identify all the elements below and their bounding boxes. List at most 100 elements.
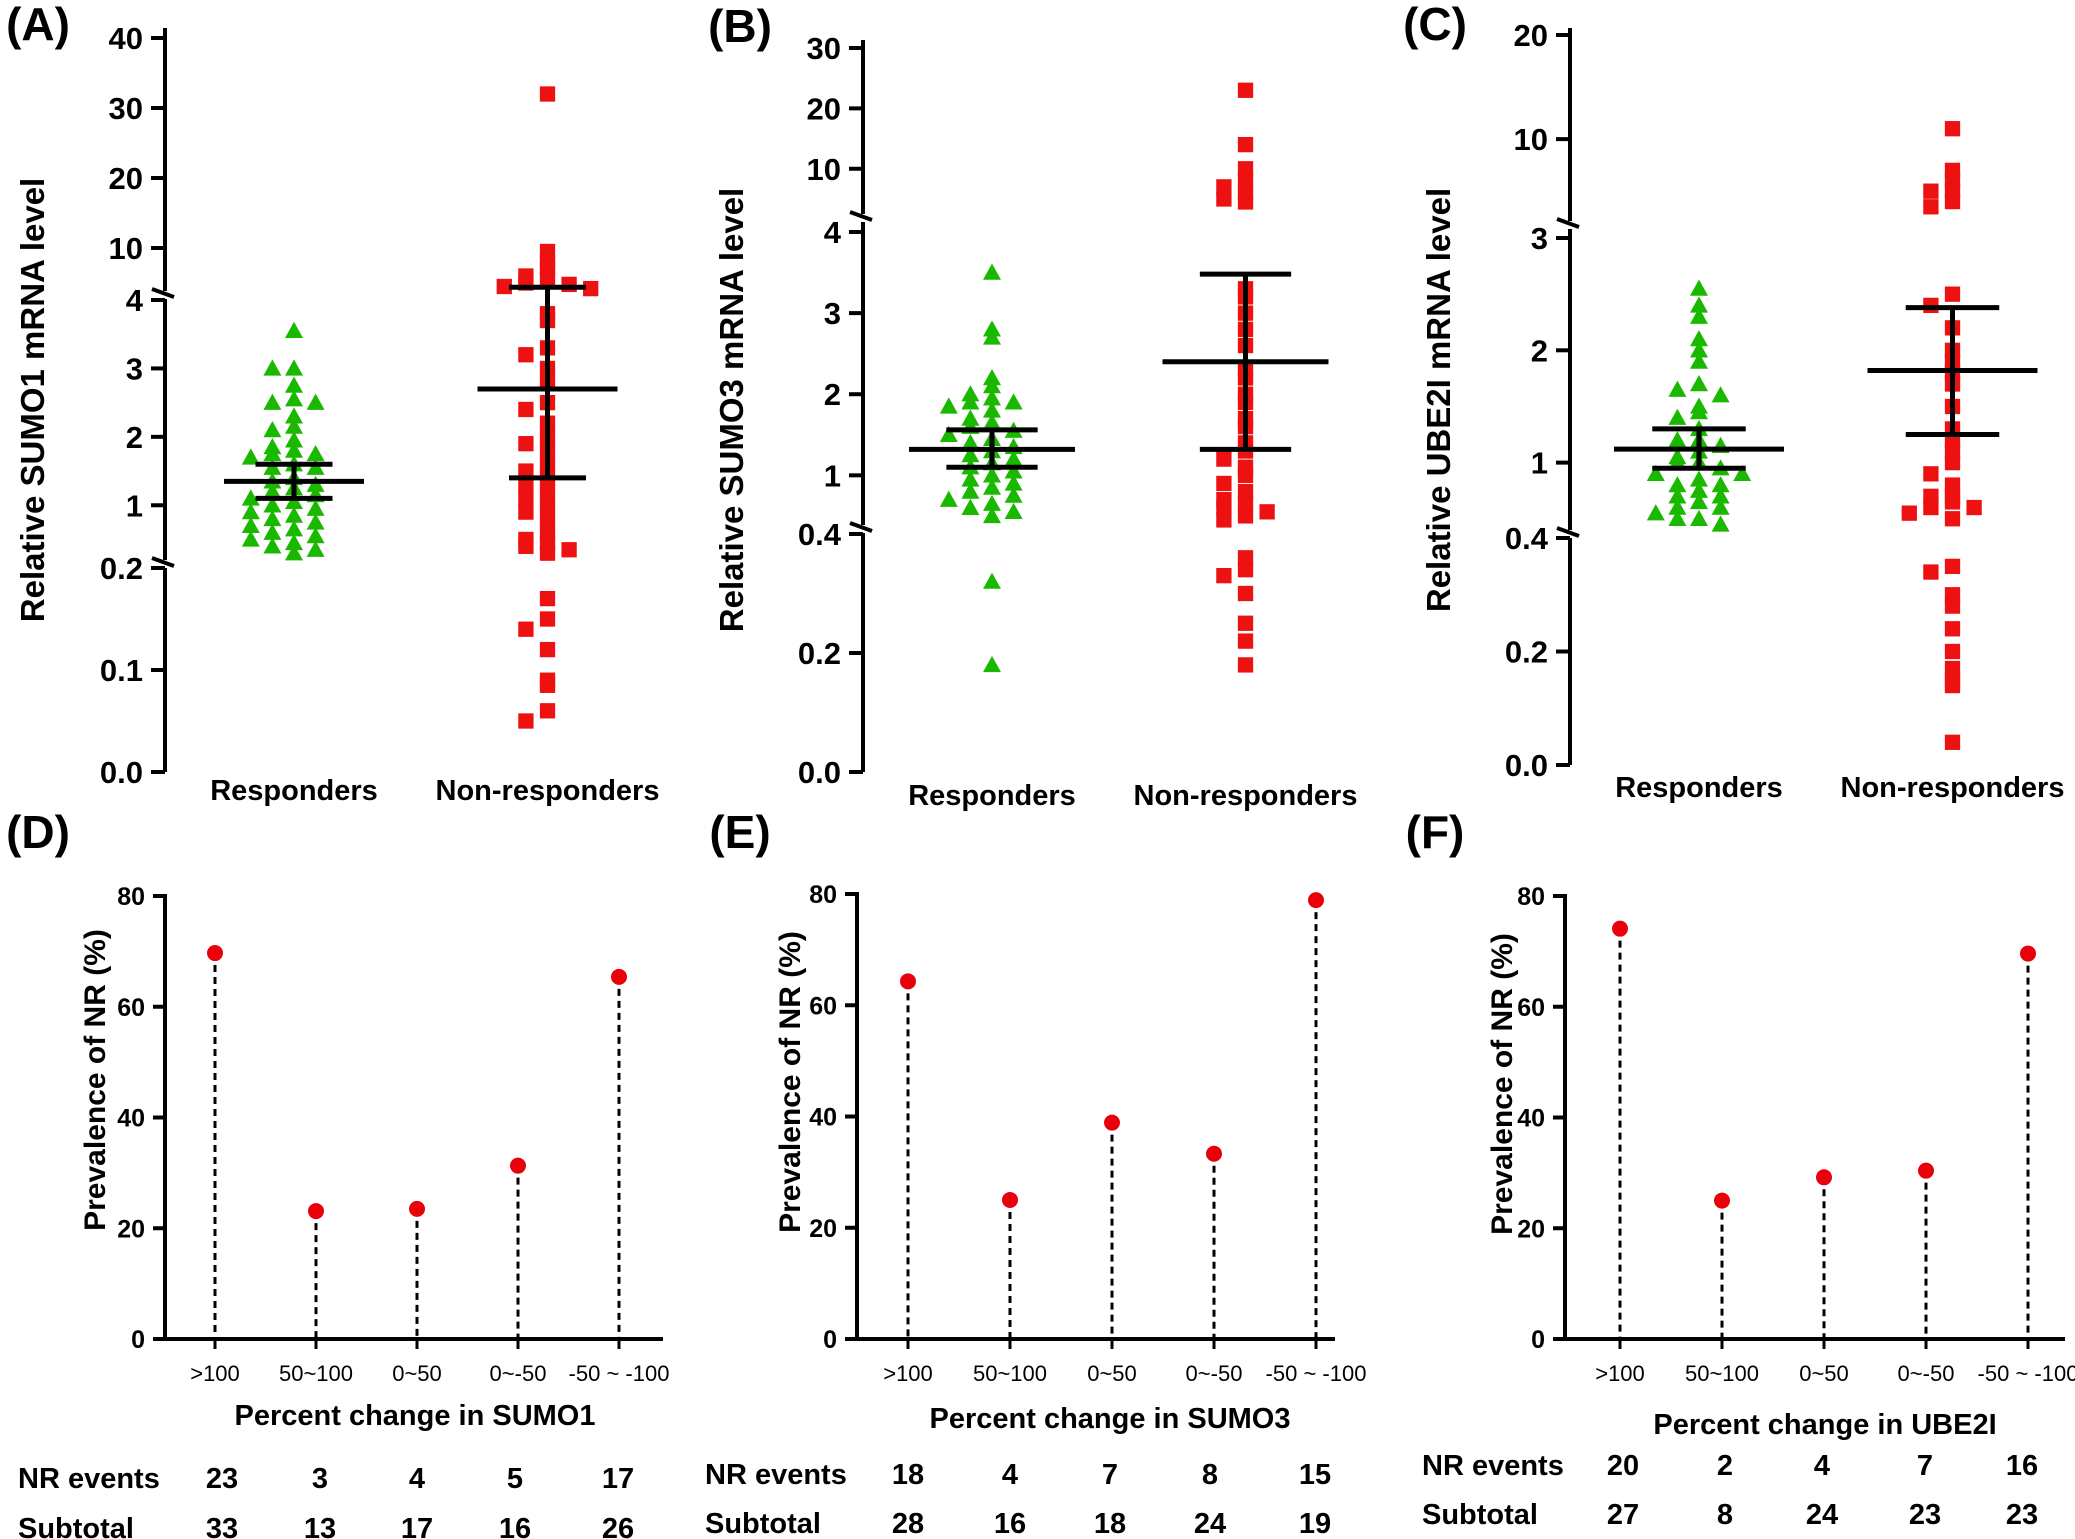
responder-point [983, 506, 1001, 524]
non-responder-point [1216, 568, 1232, 584]
y-tick-label: 20 [117, 1215, 145, 1243]
x-category-label: 50~100 [973, 1361, 1047, 1386]
responder-point [961, 409, 980, 426]
y-tick-label: 2 [126, 420, 143, 455]
responder-point [263, 496, 282, 513]
non-responder-point [1216, 500, 1232, 516]
x-category-label: 0~-50 [1898, 1361, 1955, 1386]
nr-events-label: NR events [1422, 1450, 1564, 1482]
subtotal-value: 24 [1806, 1499, 1838, 1531]
nr-events-label: NR events [705, 1459, 847, 1491]
data-point [409, 1200, 425, 1217]
responder-point [306, 527, 325, 544]
responder-point [263, 482, 282, 499]
responder-point [1690, 307, 1708, 324]
nr-events-value: 2 [1717, 1450, 1733, 1482]
subtotal-value: 13 [304, 1513, 336, 1539]
subtotal-value: 23 [1909, 1499, 1941, 1531]
subtotal-value: 17 [401, 1513, 433, 1539]
y-tick-label: 0.1 [100, 653, 143, 688]
nr-events-value: 16 [2006, 1450, 2038, 1482]
responder-point [263, 444, 282, 462]
subtotal-value: 33 [206, 1513, 238, 1539]
responder-point [285, 431, 303, 448]
responder-point [263, 537, 282, 554]
responder-point [1004, 486, 1023, 503]
responder-point [1711, 487, 1730, 504]
non-responder-point [1944, 558, 1961, 575]
non-responder-point [1944, 598, 1961, 614]
subtotal-label: Subtotal [1422, 1499, 1538, 1531]
subtotal-value: 16 [499, 1513, 531, 1539]
y-tick-label: 0 [131, 1326, 145, 1354]
data-point [1918, 1162, 1934, 1179]
responder-point [1668, 509, 1687, 526]
responder-point [1690, 341, 1708, 358]
responder-point [285, 506, 303, 523]
x-category-label: Non-responders [1841, 772, 2065, 804]
y-tick-label: 0.2 [798, 636, 841, 671]
responder-point [983, 369, 1001, 386]
subtotal-value: 24 [1194, 1508, 1226, 1539]
x-category-label: Responders [210, 775, 378, 807]
responder-point [983, 320, 1001, 337]
responder-point [1690, 375, 1708, 392]
responder-point [983, 572, 1001, 589]
y-axis-label: Relative SUMO1 mRNA level [14, 178, 51, 622]
responder-point [306, 540, 325, 557]
data-point [1714, 1192, 1730, 1209]
responder-point [1690, 470, 1708, 487]
responder-point [983, 401, 1001, 418]
non-responder-point [518, 401, 534, 418]
x-category-label: >100 [1595, 1361, 1645, 1386]
data-point [1002, 1191, 1018, 1208]
y-tick-label: 3 [1531, 221, 1548, 256]
non-responder-point [518, 713, 534, 729]
responder-point [1004, 502, 1023, 520]
responder-point [306, 475, 325, 492]
y-tick-label: 0.2 [1505, 635, 1548, 670]
nr-events-value: 18 [892, 1459, 924, 1491]
non-responder-point [1923, 499, 1939, 516]
non-responder-point [1923, 466, 1939, 482]
responder-point [285, 533, 303, 551]
non-responder-point [1216, 451, 1232, 467]
non-responder-point [1944, 121, 1961, 137]
responder-point [1690, 296, 1708, 313]
responder-point [1733, 464, 1752, 482]
x-category-label: -50 ~ -100 [1266, 1361, 1367, 1386]
x-axis-label: Percent change in SUMO1 [235, 1400, 596, 1432]
y-tick-label: 0.4 [1505, 521, 1549, 556]
responder-point [285, 390, 303, 407]
non-responder-point [561, 276, 577, 293]
nr-events-value: 4 [409, 1463, 425, 1495]
responder-point [1690, 279, 1708, 296]
subtotal-label: Subtotal [18, 1513, 134, 1539]
responder-point [1668, 498, 1687, 515]
y-tick-label: 80 [1517, 883, 1545, 911]
responder-point [983, 478, 1001, 495]
non-responder-point [1237, 585, 1254, 602]
responder-point [285, 321, 303, 338]
responder-point [1668, 408, 1687, 425]
responder-point [1668, 380, 1687, 397]
responder-point [306, 444, 325, 462]
panel-label-b: (B) [708, 0, 772, 52]
nr-events-value: 7 [1917, 1450, 1933, 1482]
axis-break-mark [1556, 526, 1580, 538]
axis-break-mark [849, 521, 873, 533]
non-responder-point [539, 545, 556, 561]
responder-point [285, 544, 303, 561]
responder-point [983, 413, 1001, 430]
non-responder-point [1923, 199, 1939, 215]
x-category-label: Non-responders [436, 775, 660, 807]
responder-point [983, 389, 1001, 406]
non-responder-point [1237, 615, 1254, 631]
panel-label-f: (F) [1406, 806, 1465, 858]
panel-label-c: (C) [1403, 0, 1467, 50]
responder-point [939, 397, 958, 414]
nr-events-value: 4 [1002, 1459, 1018, 1491]
responder-point [939, 490, 958, 507]
non-responder-point [518, 436, 534, 452]
subtotal-value: 27 [1607, 1499, 1639, 1531]
